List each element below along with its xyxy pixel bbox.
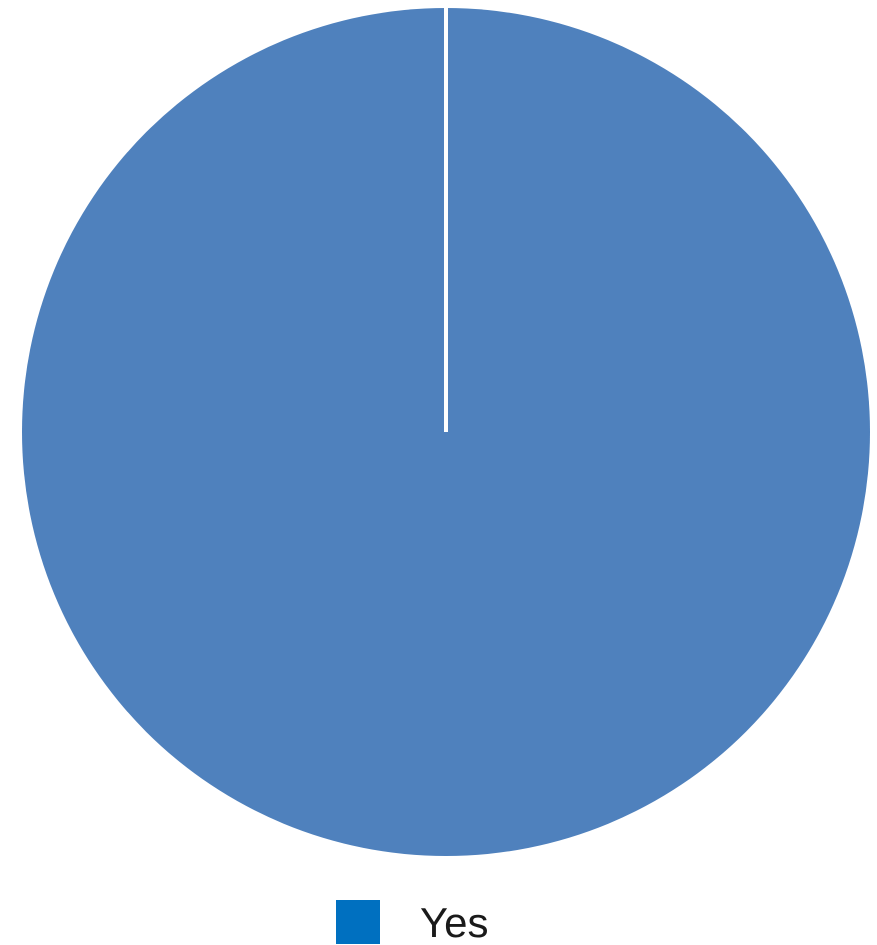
legend-label-yes: Yes	[420, 899, 489, 945]
legend: Yes	[336, 899, 489, 945]
pie-slices	[22, 8, 870, 856]
legend-swatch-yes	[336, 900, 380, 944]
